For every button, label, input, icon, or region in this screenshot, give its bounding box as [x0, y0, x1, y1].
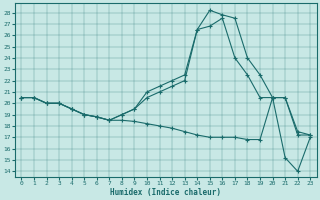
X-axis label: Humidex (Indice chaleur): Humidex (Indice chaleur) [110, 188, 221, 197]
